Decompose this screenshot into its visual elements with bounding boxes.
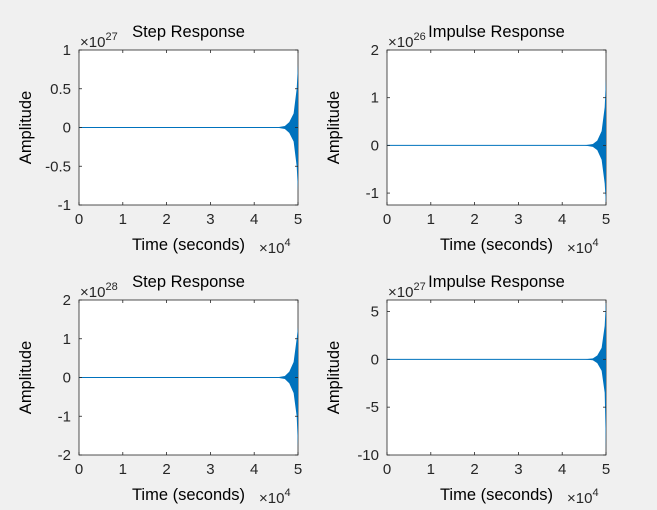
x-axis-label: Time (seconds) — [440, 236, 553, 254]
x-tick-label: 3 — [514, 211, 522, 228]
y-tick-label: -1 — [58, 197, 71, 214]
x-tick-label: 3 — [206, 211, 214, 228]
x-exponent-power: 4 — [592, 237, 598, 249]
chart-title: Step Response — [132, 23, 245, 41]
y-tick-label: 1 — [63, 331, 71, 348]
y-tick-label: 2 — [371, 42, 379, 59]
chart-title: Impulse Response — [428, 23, 565, 41]
x-tick-label: 1 — [119, 211, 127, 228]
x-tick-label: 4 — [250, 461, 258, 478]
x-tick-label: 1 — [427, 211, 435, 228]
x-tick-label: 5 — [294, 211, 302, 228]
axes-box — [386, 49, 607, 206]
y-tick-label: 5 — [371, 303, 379, 320]
x-axis-label: Time (seconds) — [132, 236, 245, 254]
x-exponent-power: 4 — [284, 237, 290, 249]
y-tick-label: -5 — [366, 399, 379, 416]
y-tick-label: 0 — [63, 370, 71, 387]
x-tick-label: 4 — [250, 211, 258, 228]
y-tick-label: 0 — [371, 137, 379, 154]
x-tick-label: 2 — [470, 211, 478, 228]
x-axis-label: Time (seconds) — [132, 486, 245, 504]
axes-box — [386, 299, 607, 456]
x-exponent-label: ×104 — [567, 237, 599, 257]
x-tick-label: 2 — [162, 461, 170, 478]
x-tick-label: 2 — [162, 211, 170, 228]
chart-title: Step Response — [132, 273, 245, 291]
y-tick-label: 0 — [371, 351, 379, 368]
y-tick-label: -1 — [58, 408, 71, 425]
y-tick-label: 0 — [63, 120, 71, 137]
y-exponent-power: 28 — [105, 281, 117, 293]
x-tick-label: 1 — [427, 461, 435, 478]
x-tick-label: 4 — [558, 461, 566, 478]
y-exponent-power: 27 — [105, 31, 117, 43]
y-axis-label: Amplitude — [325, 91, 343, 164]
y-tick-label: 0.5 — [50, 81, 71, 98]
y-tick-label: 2 — [63, 292, 71, 309]
y-exponent-power: 27 — [413, 281, 425, 293]
y-tick-label: 1 — [63, 42, 71, 59]
x-tick-label: 5 — [294, 461, 302, 478]
x-tick-label: 4 — [558, 211, 566, 228]
x-tick-label: 0 — [383, 211, 391, 228]
x-tick-label: 5 — [602, 461, 610, 478]
x-axis-label: Time (seconds) — [440, 486, 553, 504]
chart-title: Impulse Response — [428, 273, 565, 291]
x-tick-label: 0 — [75, 211, 83, 228]
y-tick-label: -10 — [357, 447, 379, 464]
x-tick-label: 3 — [206, 461, 214, 478]
x-tick-label: 0 — [75, 461, 83, 478]
y-exponent-power: 26 — [413, 31, 425, 43]
y-axis-label: Amplitude — [17, 91, 35, 164]
y-tick-label: -2 — [58, 447, 71, 464]
x-tick-label: 0 — [383, 461, 391, 478]
x-exponent-label: ×104 — [259, 487, 291, 507]
y-tick-label: -1 — [366, 185, 379, 202]
x-exponent-label: ×104 — [259, 237, 291, 257]
x-exponent-label: ×104 — [567, 487, 599, 507]
x-tick-label: 3 — [514, 461, 522, 478]
y-axis-label: Amplitude — [17, 341, 35, 414]
x-tick-label: 2 — [470, 461, 478, 478]
y-tick-label: 1 — [371, 90, 379, 107]
x-exponent-power: 4 — [284, 487, 290, 499]
x-tick-label: 1 — [119, 461, 127, 478]
x-tick-label: 5 — [602, 211, 610, 228]
y-axis-label: Amplitude — [325, 341, 343, 414]
y-tick-label: -0.5 — [45, 158, 71, 175]
x-exponent-power: 4 — [592, 487, 598, 499]
